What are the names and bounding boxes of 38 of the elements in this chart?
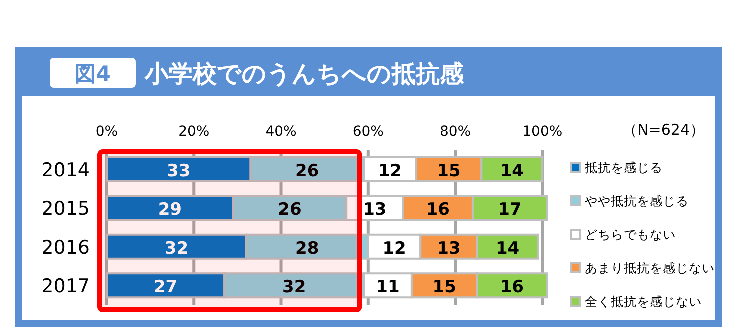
y-tick-label: 2017 — [42, 276, 90, 298]
data-label: 13 — [363, 200, 387, 220]
data-label: 27 — [154, 278, 178, 298]
data-label: 32 — [164, 238, 189, 259]
x-tick-label: 40% — [266, 124, 297, 140]
text: （N=624） — [622, 121, 705, 139]
data-label: 13 — [437, 238, 461, 259]
data-label: 29 — [158, 200, 182, 220]
legend-label: やや抵抗を感じる — [585, 194, 689, 208]
y-tick-label: 2016 — [42, 236, 90, 259]
x-tick-label: 80% — [440, 124, 472, 140]
data-label: 12 — [378, 161, 402, 182]
x-tick-label: 100% — [522, 124, 563, 140]
legend-label: 全く抵抗を感じない — [585, 294, 702, 309]
data-label: 26 — [296, 161, 320, 182]
data-label: 12 — [382, 238, 406, 259]
data-label: 17 — [498, 200, 522, 220]
chart-title: 小学校でのうんちへの抵抗感 — [144, 60, 465, 88]
data-label: 32 — [282, 278, 306, 298]
legend-label: あまり抵抗を感じない — [585, 260, 715, 276]
x-tick-label: 60% — [352, 124, 384, 140]
legend-label: どちらでもない — [585, 227, 676, 242]
data-label: 15 — [432, 278, 456, 298]
x-tick-label: 0% — [96, 124, 118, 140]
data-label: 16 — [500, 278, 524, 298]
data-label: 26 — [278, 200, 302, 220]
data-label: 15 — [437, 161, 461, 182]
data-label: 14 — [500, 161, 524, 182]
data-label: 33 — [167, 161, 191, 182]
caption: 図4 — [75, 62, 111, 86]
y-tick-label: 2014 — [42, 159, 90, 182]
x-tick-label: 20% — [178, 124, 210, 140]
data-label: 14 — [496, 238, 520, 259]
data-label: 16 — [426, 200, 450, 220]
data-label: 11 — [376, 278, 400, 298]
legend-label: 抵抗を感じる — [584, 160, 663, 175]
data-label: 28 — [296, 238, 320, 259]
y-tick-label: 2015 — [42, 198, 90, 220]
